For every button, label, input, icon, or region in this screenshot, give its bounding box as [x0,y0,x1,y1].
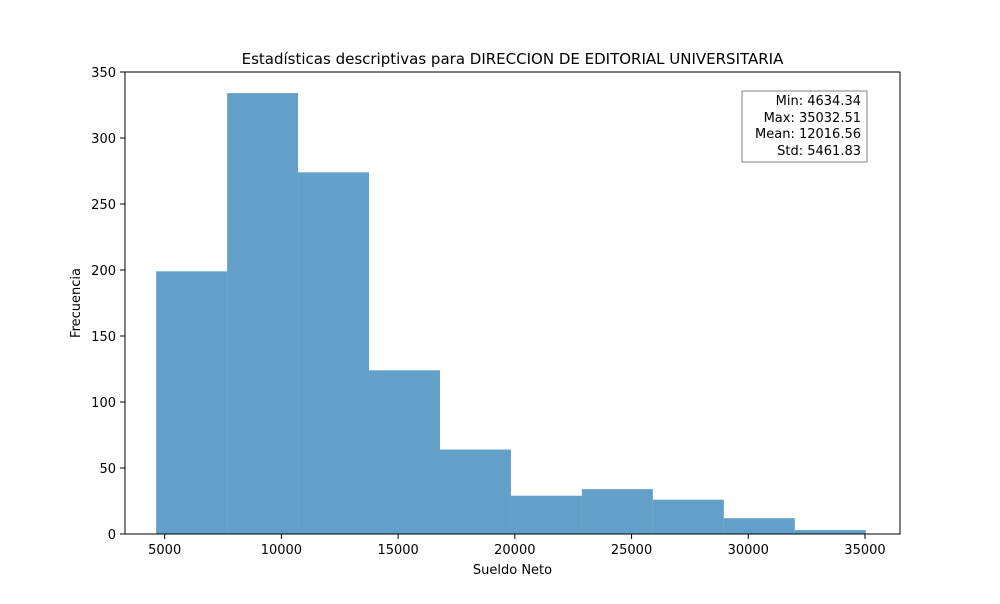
plot-frame [124,71,901,535]
histogram-bar-2 [227,93,299,535]
histogram-bar-8 [652,499,724,534]
y-tick-label-350: 350 [91,66,116,81]
histogram-bar-10 [794,530,866,534]
x-tick-label-15000: 15000 [377,543,418,558]
x-tick-label-5000: 5000 [148,543,181,558]
histogram-bar-1 [156,271,228,534]
y-axis-ticks: 0 50 100 150 200 250 300 350 [91,66,125,543]
stats-mean: Mean: 12016.56 [755,127,861,142]
histogram-bar-5 [439,449,511,534]
stats-box: Min: 4634.34 Max: 35032.51 Mean: 12016.5… [741,90,868,163]
x-tick-label-25000: 25000 [611,543,652,558]
histogram-bar-9 [723,518,795,534]
y-tick-label-250: 250 [91,198,116,213]
x-tick-label-30000: 30000 [728,543,769,558]
histogram-bar-6 [510,495,582,534]
y-tick-label-100: 100 [91,396,116,411]
stats-max: Max: 35032.51 [764,111,861,126]
y-tick-label-50: 50 [99,462,116,477]
x-tick-label-10000: 10000 [261,543,302,558]
x-tick-label-20000: 20000 [494,543,535,558]
x-axis-label: Sueldo Neto [473,563,552,578]
histogram-bar-4 [369,370,440,534]
y-tick-label-200: 200 [91,264,116,279]
stats-std: Std: 5461.83 [777,144,861,159]
x-axis-ticks: 5000 10000 15000 20000 25000 30000 35000 [148,534,886,558]
chart-title: Estadísticas descriptivas para DIRECCION… [242,50,784,68]
y-tick-label-0: 0 [108,528,116,543]
bars-group [156,93,866,535]
histogram-bar-7 [581,489,653,534]
stats-box-frame [741,90,868,163]
x-tick-label-35000: 35000 [844,543,885,558]
y-tick-label-300: 300 [91,132,116,147]
histogram-bar-3 [298,172,370,534]
stats-min: Min: 4634.34 [776,94,861,109]
y-tick-label-150: 150 [91,330,116,345]
y-axis-label: Frecuencia [69,268,84,338]
